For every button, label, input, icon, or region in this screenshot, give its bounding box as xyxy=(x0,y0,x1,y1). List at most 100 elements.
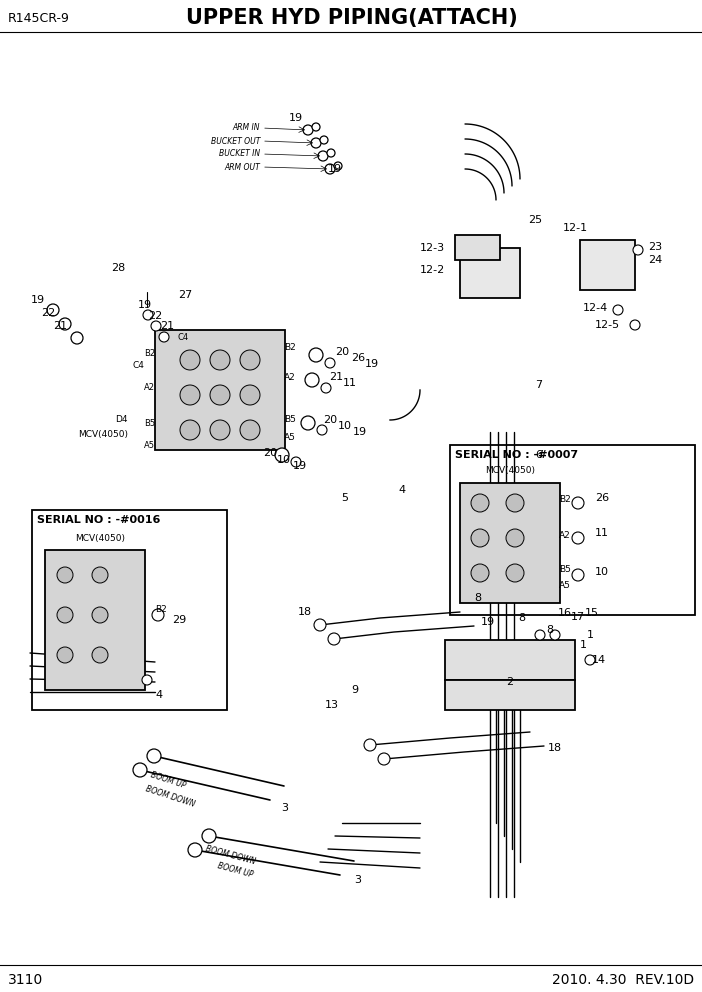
Circle shape xyxy=(92,567,108,583)
Circle shape xyxy=(305,373,319,387)
Text: ARM OUT: ARM OUT xyxy=(224,163,260,172)
Circle shape xyxy=(506,564,524,582)
Text: 4: 4 xyxy=(399,485,406,495)
Text: 26: 26 xyxy=(595,493,609,503)
Circle shape xyxy=(471,494,489,512)
Text: MCV(4050): MCV(4050) xyxy=(78,431,128,439)
Circle shape xyxy=(550,630,560,640)
Circle shape xyxy=(151,321,161,331)
Text: 8: 8 xyxy=(475,593,482,603)
Circle shape xyxy=(314,619,326,631)
Text: 4: 4 xyxy=(155,690,162,700)
Text: 12-2: 12-2 xyxy=(420,265,445,275)
Circle shape xyxy=(572,497,584,509)
Text: A2: A2 xyxy=(144,384,155,393)
Circle shape xyxy=(311,138,321,148)
Circle shape xyxy=(159,332,169,342)
Circle shape xyxy=(133,763,147,777)
Bar xyxy=(580,240,635,290)
Circle shape xyxy=(291,457,301,467)
Circle shape xyxy=(143,310,153,320)
Text: B2: B2 xyxy=(155,605,167,614)
Circle shape xyxy=(325,164,335,174)
Text: B2: B2 xyxy=(144,348,155,357)
Circle shape xyxy=(71,332,83,344)
Text: 18: 18 xyxy=(548,743,562,753)
Circle shape xyxy=(328,633,340,645)
Circle shape xyxy=(180,350,200,370)
Text: BOOM DOWN: BOOM DOWN xyxy=(204,844,256,866)
Circle shape xyxy=(147,749,161,763)
Text: 11: 11 xyxy=(343,378,357,388)
Text: R145CR-9: R145CR-9 xyxy=(8,12,70,25)
Text: 13: 13 xyxy=(325,700,339,710)
Circle shape xyxy=(301,416,315,430)
Circle shape xyxy=(240,350,260,370)
Text: 19: 19 xyxy=(138,300,152,310)
Circle shape xyxy=(275,448,289,462)
Circle shape xyxy=(471,529,489,547)
Text: BUCKET OUT: BUCKET OUT xyxy=(211,137,260,146)
Circle shape xyxy=(334,162,342,170)
Bar xyxy=(445,640,575,680)
Bar xyxy=(32,510,227,710)
Text: 14: 14 xyxy=(592,655,606,665)
Text: 10: 10 xyxy=(277,455,291,465)
Text: 11: 11 xyxy=(595,528,609,538)
Circle shape xyxy=(585,655,595,665)
Circle shape xyxy=(633,245,643,255)
Circle shape xyxy=(317,425,327,435)
Text: UPPER HYD PIPING(ATTACH): UPPER HYD PIPING(ATTACH) xyxy=(186,8,518,28)
Circle shape xyxy=(92,647,108,663)
Circle shape xyxy=(57,567,73,583)
Text: 20: 20 xyxy=(335,347,349,357)
Bar xyxy=(155,330,285,450)
Circle shape xyxy=(309,348,323,362)
Text: B5: B5 xyxy=(284,416,296,425)
Circle shape xyxy=(180,385,200,405)
Text: A5: A5 xyxy=(559,580,571,589)
Circle shape xyxy=(142,675,152,685)
Circle shape xyxy=(57,647,73,663)
Text: 21: 21 xyxy=(329,372,343,382)
Circle shape xyxy=(318,151,328,161)
Text: BOOM UP: BOOM UP xyxy=(216,861,254,879)
Text: 19: 19 xyxy=(289,113,303,123)
Circle shape xyxy=(572,569,584,581)
Text: 20: 20 xyxy=(323,415,337,425)
Text: 19: 19 xyxy=(365,359,379,369)
Circle shape xyxy=(364,739,376,751)
Text: 18: 18 xyxy=(298,607,312,617)
Text: 26: 26 xyxy=(351,353,365,363)
Bar xyxy=(455,235,500,260)
Text: 19: 19 xyxy=(481,617,495,627)
Circle shape xyxy=(92,607,108,623)
Text: 3: 3 xyxy=(282,803,289,813)
Text: SERIAL NO : -#0007: SERIAL NO : -#0007 xyxy=(455,450,578,460)
Text: 12-4: 12-4 xyxy=(583,303,608,313)
Bar xyxy=(45,550,145,690)
Text: BOOM DOWN: BOOM DOWN xyxy=(144,785,196,809)
Text: 22: 22 xyxy=(148,311,162,321)
Circle shape xyxy=(202,829,216,843)
Text: 22: 22 xyxy=(41,308,55,318)
Text: 16: 16 xyxy=(558,608,572,618)
Text: B5: B5 xyxy=(559,565,571,574)
Text: D4: D4 xyxy=(116,416,128,425)
Circle shape xyxy=(327,149,335,157)
Text: 6: 6 xyxy=(535,450,542,460)
Text: 12-5: 12-5 xyxy=(595,320,620,330)
Text: B5: B5 xyxy=(144,419,155,428)
Text: 20: 20 xyxy=(263,448,277,458)
Text: MCV(4050): MCV(4050) xyxy=(75,534,125,543)
Text: MCV(4050): MCV(4050) xyxy=(485,465,535,474)
Text: 28: 28 xyxy=(111,263,125,273)
Bar xyxy=(460,248,520,298)
Text: 3110: 3110 xyxy=(8,973,44,987)
Circle shape xyxy=(630,320,640,330)
Circle shape xyxy=(210,385,230,405)
Text: 1: 1 xyxy=(580,640,587,650)
Text: 9: 9 xyxy=(352,685,359,695)
Text: C4: C4 xyxy=(132,360,144,369)
Circle shape xyxy=(303,125,313,135)
